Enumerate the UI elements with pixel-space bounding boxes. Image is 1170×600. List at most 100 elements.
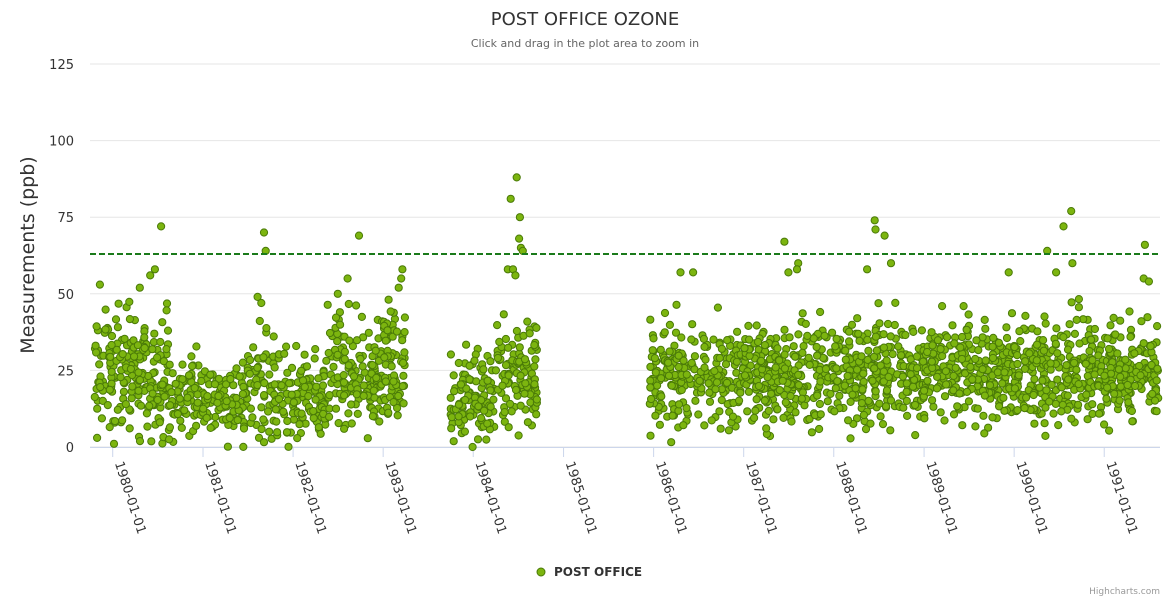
data-point[interactable] (707, 416, 716, 425)
data-point[interactable] (462, 384, 471, 393)
data-point[interactable] (314, 423, 323, 432)
data-point[interactable] (690, 352, 700, 361)
data-point[interactable] (135, 437, 145, 446)
data-point[interactable] (812, 342, 821, 352)
data-point[interactable] (155, 418, 164, 427)
data-point[interactable] (846, 397, 855, 406)
data-point[interactable] (794, 370, 803, 379)
data-point[interactable] (736, 388, 745, 397)
data-point[interactable] (523, 418, 533, 427)
data-point[interactable] (682, 370, 691, 379)
data-point[interactable] (903, 411, 912, 420)
data-point[interactable] (695, 376, 704, 385)
data-point[interactable] (953, 402, 962, 411)
data-point[interactable] (1116, 316, 1125, 325)
data-point[interactable] (717, 344, 727, 353)
data-point[interactable] (358, 362, 367, 371)
data-point[interactable] (206, 423, 215, 432)
data-point[interactable] (1020, 364, 1030, 373)
data-point[interactable] (277, 381, 286, 390)
data-point[interactable] (843, 371, 852, 381)
data-point[interactable] (352, 301, 361, 310)
data-point[interactable] (125, 424, 134, 433)
data-point[interactable] (1063, 391, 1072, 400)
data-point[interactable] (460, 427, 469, 436)
data-point[interactable] (246, 355, 255, 365)
data-point[interactable] (262, 324, 271, 333)
data-point[interactable] (1054, 421, 1063, 430)
data-point[interactable] (226, 374, 235, 384)
data-point[interactable] (364, 328, 373, 337)
data-point[interactable] (1032, 340, 1042, 349)
data-point[interactable] (97, 414, 107, 423)
data-point[interactable] (130, 352, 139, 361)
data-point[interactable] (1065, 320, 1074, 329)
data-point[interactable] (780, 325, 789, 334)
data-point[interactable] (816, 377, 825, 386)
data-point[interactable] (1125, 307, 1134, 316)
data-point[interactable] (791, 408, 800, 417)
data-point[interactable] (993, 368, 1002, 377)
data-point[interactable] (190, 383, 199, 393)
data-point[interactable] (936, 345, 945, 354)
data-point[interactable] (521, 379, 530, 388)
data-point[interactable] (815, 399, 825, 409)
data-point[interactable] (271, 405, 280, 414)
data-point[interactable] (721, 360, 731, 369)
data-point[interactable] (283, 368, 292, 377)
data-point[interactable] (710, 367, 719, 376)
data-point[interactable] (853, 314, 862, 323)
data-point[interactable] (897, 351, 906, 360)
data-point[interactable] (1124, 398, 1133, 407)
data-point[interactable] (357, 312, 366, 321)
data-point[interactable] (384, 408, 393, 417)
data-point[interactable] (1021, 357, 1030, 366)
data-point[interactable] (927, 357, 937, 366)
data-point[interactable] (292, 341, 301, 351)
data-point[interactable] (1127, 406, 1137, 416)
data-point[interactable] (1032, 356, 1041, 365)
data-point[interactable] (531, 355, 540, 364)
data-point[interactable] (832, 334, 841, 343)
data-point[interactable] (651, 368, 660, 377)
data-point[interactable] (804, 353, 813, 362)
data-point[interactable] (1130, 349, 1139, 358)
data-point[interactable] (532, 323, 541, 332)
data-point[interactable] (823, 397, 832, 406)
data-point[interactable] (1090, 370, 1099, 379)
data-point[interactable] (134, 368, 143, 377)
data-point[interactable] (773, 405, 782, 414)
data-point[interactable] (400, 313, 409, 322)
data-point[interactable] (1090, 324, 1100, 334)
data-point[interactable] (713, 303, 723, 312)
data-point[interactable] (91, 341, 100, 350)
data-point[interactable] (119, 387, 129, 396)
data-point[interactable] (114, 299, 123, 308)
data-point[interactable] (454, 412, 463, 421)
data-point[interactable] (1068, 259, 1077, 268)
data-point[interactable] (325, 328, 335, 338)
data-point[interactable] (269, 332, 278, 341)
data-point[interactable] (902, 396, 911, 405)
data-point[interactable] (110, 417, 120, 426)
data-point[interactable] (751, 406, 760, 415)
data-point[interactable] (871, 332, 881, 341)
data-point[interactable] (1146, 342, 1155, 351)
data-point[interactable] (660, 308, 670, 318)
data-point[interactable] (375, 417, 384, 426)
data-point[interactable] (882, 386, 892, 395)
data-point[interactable] (133, 341, 142, 350)
data-point[interactable] (259, 415, 268, 424)
data-point[interactable] (461, 395, 470, 405)
data-point[interactable] (1147, 360, 1156, 370)
data-point[interactable] (870, 364, 879, 373)
data-point[interactable] (238, 389, 247, 399)
data-point[interactable] (144, 371, 153, 381)
data-point[interactable] (852, 414, 862, 423)
data-point[interactable] (352, 336, 362, 345)
data-point[interactable] (863, 355, 872, 364)
data-point[interactable] (454, 400, 463, 409)
data-point[interactable] (394, 283, 403, 292)
data-point[interactable] (1000, 406, 1009, 415)
data-point[interactable] (757, 356, 766, 365)
